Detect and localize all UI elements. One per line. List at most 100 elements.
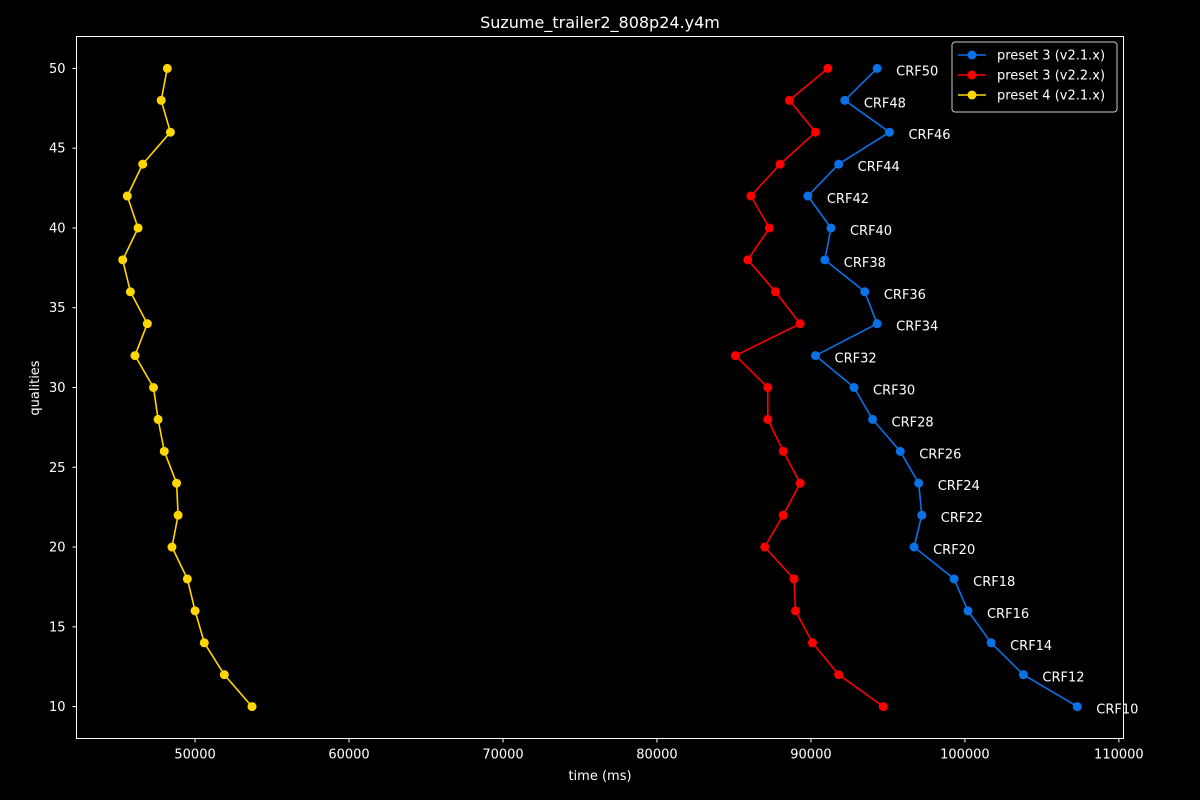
point-label: CRF36 — [884, 288, 926, 303]
series-2 — [118, 63, 257, 712]
data-point — [763, 383, 773, 392]
y-tick-label: 20 — [49, 541, 66, 556]
y-tick-label: 40 — [49, 221, 66, 236]
legend-label: preset 4 (v2.1.x) — [997, 89, 1105, 104]
data-point — [778, 446, 788, 456]
data-point — [219, 670, 229, 680]
data-point — [840, 95, 850, 105]
data-point — [803, 191, 813, 201]
data-point — [914, 478, 924, 488]
data-point — [784, 95, 794, 105]
point-label: CRF28 — [892, 415, 934, 430]
data-point — [795, 319, 805, 329]
data-point — [860, 287, 870, 297]
data-point — [771, 287, 781, 297]
x-axis: 50000 60000 70000 80000 90000 100000 110000 — [174, 738, 1144, 763]
point-label: CRF22 — [941, 511, 983, 526]
data-point — [775, 159, 785, 169]
chart-title: Suzume_trailer2_808p24.y4m — [480, 13, 720, 33]
point-label: CRF48 — [864, 96, 906, 111]
data-point — [148, 383, 158, 392]
point-label: CRF46 — [908, 128, 950, 143]
point-label: CRF16 — [987, 607, 1029, 622]
data-point — [172, 478, 182, 488]
data-point — [162, 63, 172, 73]
data-point — [872, 63, 882, 73]
series-1 — [730, 63, 888, 712]
data-point — [167, 542, 177, 552]
y-tick-label: 25 — [49, 461, 66, 476]
point-label: CRF20 — [933, 543, 975, 558]
data-point — [182, 574, 192, 584]
data-point — [820, 255, 830, 265]
data-point — [826, 223, 836, 233]
data-point — [811, 351, 821, 361]
data-point — [917, 510, 927, 520]
data-point — [884, 127, 894, 137]
x-tick-label: 90000 — [790, 748, 831, 763]
legend-marker — [967, 90, 977, 100]
series-0 — [803, 63, 1082, 712]
data-point — [949, 574, 959, 584]
y-tick-label: 50 — [49, 62, 66, 77]
data-point — [795, 478, 805, 488]
point-label: CRF32 — [835, 352, 877, 367]
data-point — [909, 542, 919, 552]
data-point — [118, 255, 128, 265]
legend-label: preset 3 (v2.2.x) — [997, 69, 1105, 84]
x-tick-label: 80000 — [636, 748, 677, 763]
point-label: CRF14 — [1010, 639, 1052, 654]
data-point — [173, 510, 183, 520]
data-point — [138, 159, 148, 169]
data-point — [895, 446, 905, 456]
data-point — [133, 223, 143, 233]
point-label: CRF10 — [1096, 703, 1138, 718]
point-label: CRF40 — [850, 224, 892, 239]
y-axis-label: qualities — [28, 360, 43, 415]
data-point — [878, 702, 888, 712]
point-label: CRF30 — [873, 384, 915, 399]
x-tick-label: 70000 — [482, 748, 523, 763]
data-point — [130, 351, 140, 361]
point-label: CRF24 — [938, 479, 980, 494]
legend-marker — [967, 50, 977, 60]
x-tick-label: 110000 — [1094, 748, 1144, 763]
y-tick-label: 35 — [49, 301, 66, 316]
data-point — [1018, 670, 1028, 680]
data-point — [849, 383, 859, 392]
data-point — [823, 63, 833, 73]
point-label: CRF26 — [919, 447, 961, 462]
data-point — [986, 638, 996, 648]
point-label: CRF44 — [858, 160, 900, 175]
data-point — [763, 414, 773, 424]
point-label: CRF42 — [827, 192, 869, 207]
data-point — [247, 702, 257, 712]
data-point — [807, 638, 817, 648]
y-tick-label: 10 — [49, 700, 66, 715]
point-label: CRF38 — [844, 256, 886, 271]
x-tick-label: 50000 — [174, 748, 215, 763]
legend-marker — [967, 70, 977, 80]
y-tick-label: 15 — [49, 620, 66, 635]
data-point — [789, 574, 799, 584]
data-point — [165, 127, 175, 137]
y-tick-label: 45 — [49, 142, 66, 157]
data-point — [746, 191, 756, 201]
point-label: CRF18 — [973, 575, 1015, 590]
legend-box — [951, 41, 1118, 113]
point-label: CRF12 — [1042, 671, 1084, 686]
x-tick-label: 100000 — [940, 748, 990, 763]
data-point — [153, 414, 163, 424]
data-point — [730, 351, 740, 361]
point-label: CRF34 — [896, 320, 938, 335]
data-point — [963, 606, 973, 616]
data-point — [1072, 702, 1082, 712]
data-point — [872, 319, 882, 329]
data-point — [122, 191, 132, 201]
data-point — [760, 542, 770, 552]
point-label: CRF50 — [896, 64, 938, 79]
data-point — [834, 159, 844, 169]
data-point — [199, 638, 209, 648]
point-labels: CRF50 CRF48 CRF46 CRF44 CRF42 CRF40 CRF38 CRF36… — [827, 64, 1139, 717]
